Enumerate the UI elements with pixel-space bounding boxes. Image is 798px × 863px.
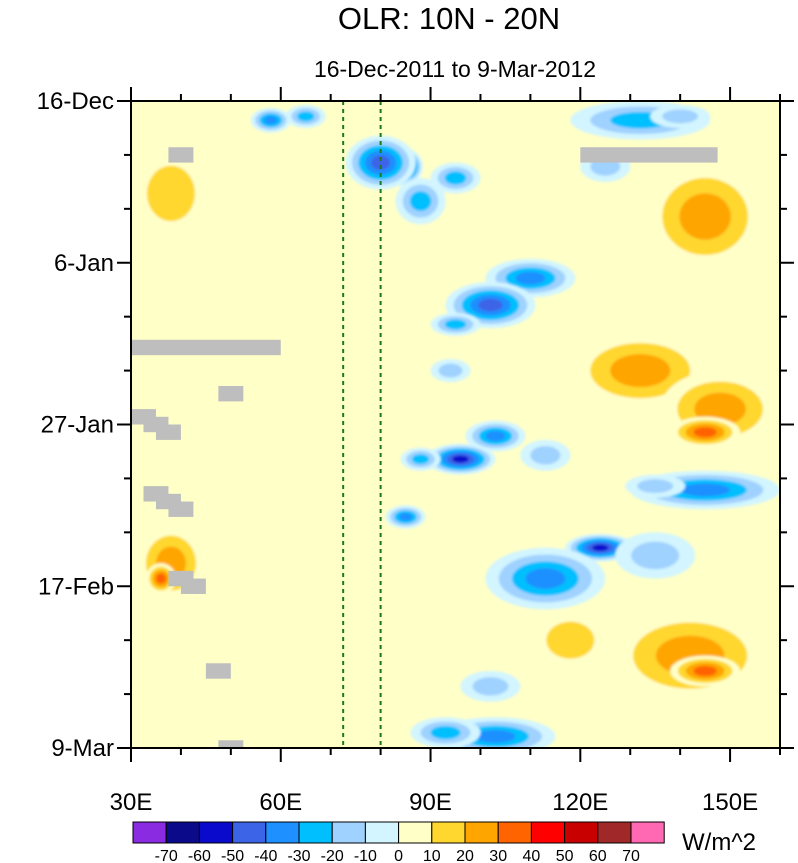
missing-data-box [168,501,194,517]
colorbar-box [232,821,267,844]
colorbar-tick-label: 10 [423,848,441,863]
colorbar-tick-label: -40 [254,848,277,863]
anomaly-contour-19-2 [637,479,674,494]
colorbar-box [132,821,167,844]
colorbar-tick-label: 70 [622,848,640,863]
y-tick-label: 16-Dec [37,88,114,115]
colorbar-box [497,821,532,844]
anomaly-contour-18-4 [680,483,731,497]
missing-data-box [205,663,231,679]
y-tick-label: 27-Jan [41,412,114,439]
x-axis: 30E 60E 90E 120E 150E [110,87,781,816]
colorbar-tick-label: -10 [354,848,377,863]
missing-data-box [168,147,194,163]
anomaly-contour-36-4 [155,573,166,584]
anomaly-contour-14-4 [485,430,506,442]
missing-data-box [131,339,281,356]
anomaly-contour-17-2 [530,446,561,465]
colorbar-box [298,821,333,844]
anomaly-contour-3-4 [264,116,278,125]
colorbar-tick-label: -60 [188,848,211,863]
colorbar-boxes [132,821,665,844]
colorbar-units: W/m^2 [682,829,756,856]
anomaly-contour-9-3 [444,171,467,185]
colorbar-tick-label: 40 [523,848,541,863]
missing-data-box [180,578,206,594]
plot-area [130,100,781,749]
anomaly-contour-31-4 [693,427,717,438]
colorbar: -70 -60 -50 -40 -30 -20 -10 0 10 20 30 40 50 60 70 W/m… [132,821,756,863]
x-tick-label: 90E [409,789,452,816]
colorbar-box [265,821,300,844]
anomaly-contour-11-5 [478,298,503,312]
anomaly-contour-2-3 [409,191,432,212]
colorbar-box [464,821,499,844]
missing-data-box [155,424,181,440]
colorbar-tick-label: 30 [489,848,507,863]
anomaly-field [131,101,780,748]
colorbar-tick-label: -20 [321,848,344,863]
anomaly-contour-25-2 [472,677,509,696]
colorbar-box [198,821,234,844]
x-tick-label: 150E [702,789,758,816]
anomaly-contour-1-5 [371,155,391,170]
colorbar-box [398,821,433,844]
anomaly-contour-12-3 [444,319,467,330]
y-tick-label: 6-Jan [54,250,114,277]
colorbar-box [597,821,632,844]
anomaly-contour-10-4 [515,271,546,285]
anomaly-contour-23-4 [525,568,566,589]
colorbar-tick-label: 0 [394,848,403,863]
missing-data-box [218,740,244,748]
colorbar-box [530,821,566,844]
anomaly-contour-29-3 [679,193,731,240]
y-tick-label: 9-Mar [51,735,114,762]
colorbar-box [331,821,366,844]
anomaly-contour-24-2 [631,541,680,570]
anomaly-contour-20-4 [398,513,413,521]
chart-subtitle: 16-Dec-2011 to 9-Mar-2012 [314,56,596,82]
anomaly-contour-27-3 [430,725,461,740]
anomaly-contour-21-6 [592,544,609,551]
anomaly-contour-16-3 [411,454,430,465]
colorbar-box [564,821,599,844]
colorbar-tick-label: 20 [456,848,474,863]
colorbar-box [364,821,400,844]
y-tick-label: 17-Feb [38,573,114,600]
colorbar-tick-label: -70 [155,848,178,863]
missing-data-box [580,147,718,163]
colorbar-tick-label: -30 [287,848,310,863]
colorbar-box [630,821,665,844]
x-tick-label: 30E [110,789,153,816]
anomaly-contour-4-3 [297,111,315,122]
missing-data-box [218,385,244,402]
colorbar-box [431,821,466,844]
chart-title: OLR: 10N - 20N [338,1,560,36]
x-tick-label: 60E [259,789,302,816]
missing-data-layer [131,147,718,748]
colorbar-tick-label: -50 [221,848,244,863]
reference-lines [342,101,382,748]
anomaly-contour-7-2 [662,109,699,124]
anomaly-contour-33-4 [693,665,717,677]
anomaly-contour-15-6 [452,455,469,463]
anomaly-contour-28-3 [610,354,671,388]
colorbar-tick-label: 50 [556,848,574,863]
x-tick-label: 120E [552,789,608,816]
anomaly-contour-34-2 [146,165,195,222]
anomaly-contour-13-2 [438,363,463,378]
colorbar-tick-label: 60 [589,848,607,863]
anomaly-contour-37-2 [546,621,595,659]
anomaly-contour-26-4 [475,730,516,743]
y-axis: 16-Dec 6-Jan 27-Jan 17-Feb 9-Mar [37,88,794,762]
colorbar-box [165,821,200,844]
colorbar-labels: -70 -60 -50 -40 -30 -20 -10 0 10 20 30 40 50 60 70 [155,848,640,863]
